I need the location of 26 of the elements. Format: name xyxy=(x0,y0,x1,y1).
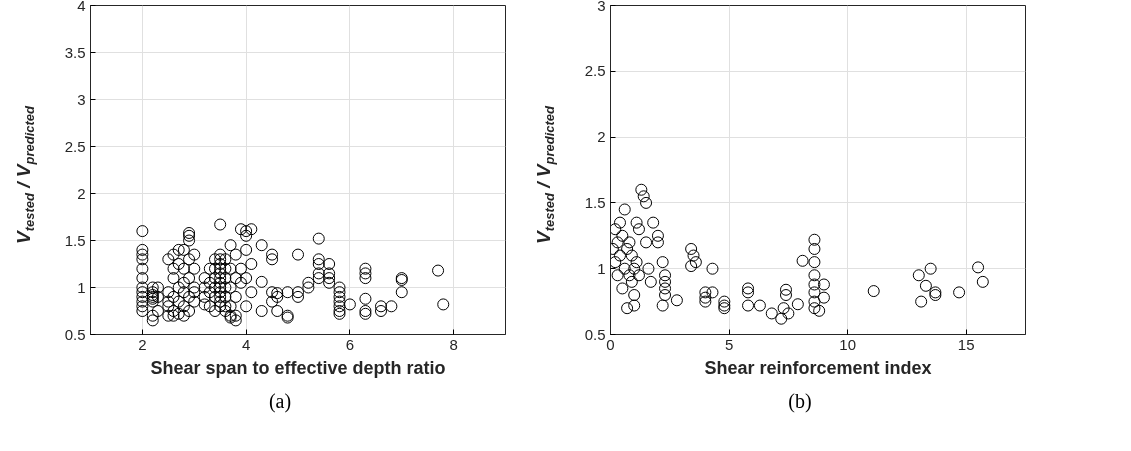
x-tick-label: 10 xyxy=(839,335,856,353)
y-tick-label: 3.5 xyxy=(64,43,86,61)
y-tick-label: 3 xyxy=(77,90,86,108)
x-axis-title: Shear span to effective depth ratio xyxy=(150,357,446,378)
text: (b) xyxy=(787,390,813,413)
y-tick-label: 2 xyxy=(597,128,606,146)
y-tick-label: 1.5 xyxy=(584,193,606,211)
x-tick-label: 4 xyxy=(241,335,251,353)
y-tick-label: 2 xyxy=(77,184,86,202)
y-tick-label: 1 xyxy=(597,259,606,277)
y-tick-label: 3 xyxy=(597,0,606,14)
y-tick-label: 0.5 xyxy=(584,325,606,343)
x-tick-label: 6 xyxy=(345,335,355,353)
y-tick-label: 1 xyxy=(77,278,86,296)
y-tick-label: 1.5 xyxy=(64,231,86,249)
y-tick-label: 4 xyxy=(77,0,86,14)
x-tick-label: 0 xyxy=(606,335,615,353)
y-tick-label: 2.5 xyxy=(584,62,606,80)
x-tick-label: 8 xyxy=(449,335,458,353)
x-tick-label: 5 xyxy=(724,335,734,353)
x-tick-label: 2 xyxy=(138,335,147,353)
y-tick-label: 0.5 xyxy=(64,325,86,343)
x-axis-title: Shear reinforcement index xyxy=(704,357,932,378)
text: (a) xyxy=(267,390,293,413)
y-tick-label: 2.5 xyxy=(64,137,86,155)
x-tick-label: 15 xyxy=(957,335,975,353)
